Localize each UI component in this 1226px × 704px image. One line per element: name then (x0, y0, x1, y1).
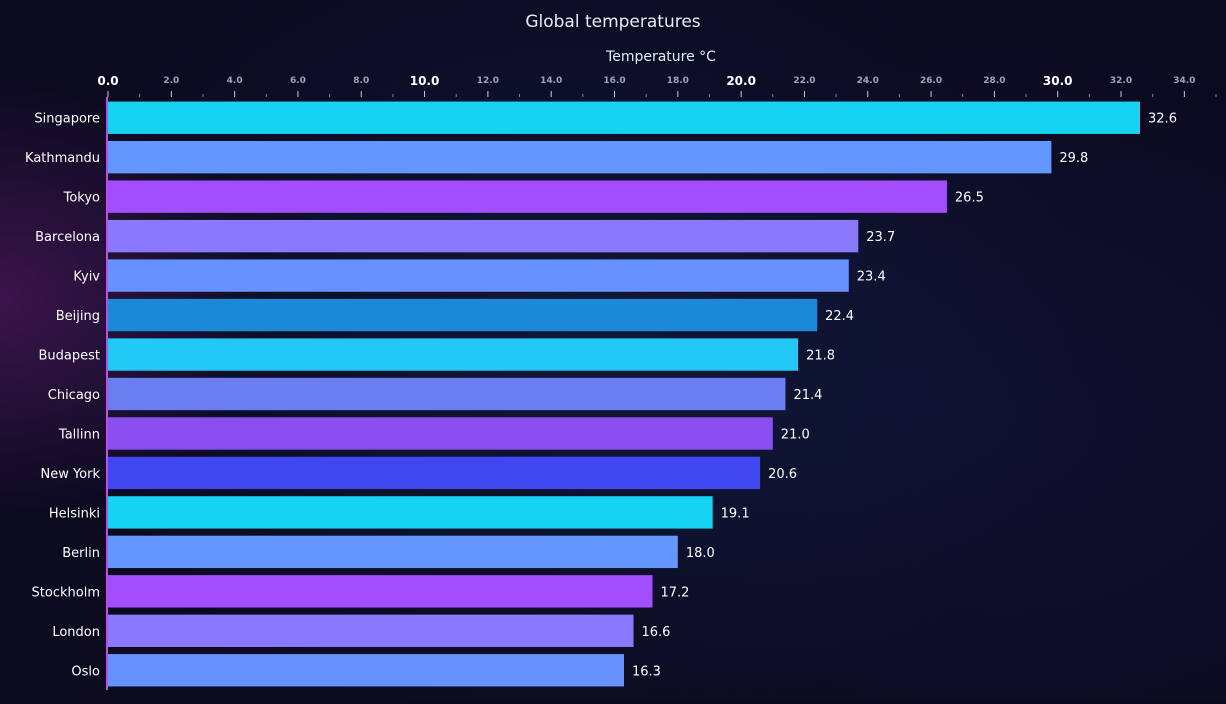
category-label: Tallinn (58, 427, 100, 442)
category-labels: Singapore Kathmandu Tokyo Barcelona Kyiv Beij… (25, 112, 100, 680)
value-label: 23.7 (866, 230, 895, 245)
value-label: 32.6 (1148, 112, 1177, 127)
value-label: 19.1 (721, 506, 750, 521)
category-label: Singapore (34, 112, 100, 127)
x-tick-label-minor: 18.0 (667, 76, 689, 86)
category-label: New York (40, 467, 100, 482)
x-tick-label-minor: 26.0 (920, 76, 942, 86)
value-label: 17.2 (661, 585, 690, 600)
x-tick-label-minor: 6.0 (290, 76, 306, 86)
x-tick-label-minor: 22.0 (793, 76, 815, 86)
bar-barcelona[interactable] (108, 220, 858, 252)
category-label: Chicago (48, 388, 100, 403)
bar-chicago[interactable] (108, 378, 785, 410)
bar-berlin[interactable] (108, 536, 678, 568)
value-label: 20.6 (768, 467, 797, 482)
category-label: Kathmandu (25, 151, 100, 166)
category-label: Budapest (39, 349, 101, 364)
value-label: 22.4 (825, 309, 854, 324)
x-tick-label-minor: 12.0 (477, 76, 499, 86)
x-tick-label-major: 0.0 (97, 74, 118, 88)
category-label: Beijing (56, 309, 100, 324)
x-tick-label-minor: 34.0 (1173, 76, 1195, 86)
category-label: Stockholm (32, 585, 100, 600)
x-axis-title: Temperature °C (605, 49, 716, 65)
bar-tokyo[interactable] (108, 180, 947, 212)
value-label: 18.0 (686, 546, 715, 561)
value-label: 16.3 (632, 664, 661, 679)
value-label: 21.8 (806, 349, 835, 364)
bar-kyiv[interactable] (108, 259, 849, 291)
bar-london[interactable] (108, 615, 634, 647)
chart-title: Global temperatures (525, 12, 700, 32)
category-label: Tokyo (63, 191, 100, 206)
bar-tallinn[interactable] (108, 417, 773, 449)
category-label: Oslo (71, 664, 100, 679)
category-label: Kyiv (73, 270, 100, 285)
bar-singapore[interactable] (108, 102, 1140, 134)
x-tick-label-major: 30.0 (1043, 74, 1073, 88)
value-label: 21.4 (793, 388, 822, 403)
category-label: Helsinki (49, 506, 100, 521)
value-label: 16.6 (642, 625, 671, 640)
x-tick-label-minor: 24.0 (857, 76, 879, 86)
value-label: 26.5 (955, 191, 984, 206)
x-tick-label-minor: 4.0 (227, 76, 243, 86)
bar-new-york[interactable] (108, 457, 760, 489)
bar-stockholm[interactable] (108, 575, 653, 607)
bar-kathmandu[interactable] (108, 141, 1051, 173)
bar-oslo[interactable] (108, 654, 624, 686)
x-tick-label-minor: 2.0 (163, 76, 179, 86)
bar-budapest[interactable] (108, 338, 798, 370)
category-label: Berlin (62, 546, 100, 561)
x-tick-label-minor: 16.0 (603, 76, 625, 86)
x-tick-label-minor: 14.0 (540, 76, 562, 86)
x-tick-label-minor: 32.0 (1110, 76, 1132, 86)
x-tick-label-minor: 8.0 (353, 76, 369, 86)
value-label: 29.8 (1059, 151, 1088, 166)
value-label: 21.0 (781, 427, 810, 442)
bar-helsinki[interactable] (108, 496, 713, 528)
category-label: London (52, 625, 100, 640)
x-tick-label-major: 20.0 (726, 74, 756, 88)
bar-beijing[interactable] (108, 299, 817, 331)
value-label: 23.4 (857, 270, 886, 285)
bars (108, 102, 1140, 687)
x-tick-label-major: 10.0 (410, 74, 440, 88)
category-label: Barcelona (35, 230, 100, 245)
x-tick-label-minor: 28.0 (983, 76, 1005, 86)
